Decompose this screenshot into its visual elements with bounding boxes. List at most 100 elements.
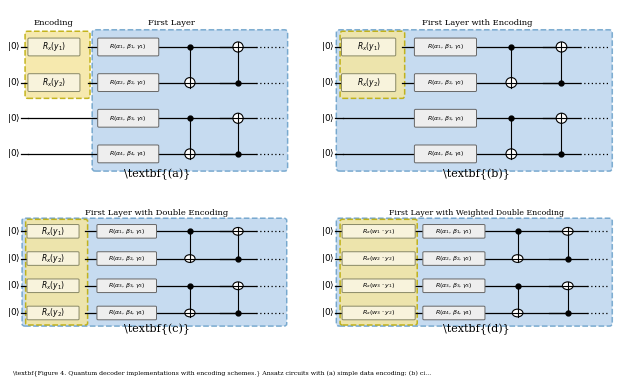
FancyBboxPatch shape xyxy=(340,31,404,98)
FancyBboxPatch shape xyxy=(26,219,88,325)
FancyBboxPatch shape xyxy=(414,38,477,56)
FancyBboxPatch shape xyxy=(342,252,415,265)
FancyBboxPatch shape xyxy=(27,279,79,293)
Text: $R(\alpha_4,\beta_4,\gamma_4)$: $R(\alpha_4,\beta_4,\gamma_4)$ xyxy=(109,149,147,158)
FancyBboxPatch shape xyxy=(423,252,485,265)
FancyBboxPatch shape xyxy=(414,109,477,127)
Text: $|0\rangle$: $|0\rangle$ xyxy=(7,225,20,238)
Text: $R(\alpha_2,\beta_2,\gamma_2)$: $R(\alpha_2,\beta_2,\gamma_2)$ xyxy=(427,78,464,87)
Circle shape xyxy=(185,309,195,317)
Text: $|0\rangle$: $|0\rangle$ xyxy=(7,147,20,160)
Text: $R(\alpha_3,\beta_3,\gamma_3)$: $R(\alpha_3,\beta_3,\gamma_3)$ xyxy=(427,114,464,123)
FancyBboxPatch shape xyxy=(414,74,477,91)
Text: $|0\rangle$: $|0\rangle$ xyxy=(321,279,334,292)
Text: $R_x(y_2)$: $R_x(y_2)$ xyxy=(42,76,66,89)
FancyBboxPatch shape xyxy=(423,225,485,238)
FancyBboxPatch shape xyxy=(342,74,396,91)
FancyBboxPatch shape xyxy=(92,30,287,171)
Text: First Layer with Encoding: First Layer with Encoding xyxy=(422,19,532,27)
Circle shape xyxy=(233,282,243,290)
Text: $R(\alpha_4,\beta_4,\gamma_4)$: $R(\alpha_4,\beta_4,\gamma_4)$ xyxy=(435,308,473,318)
Text: $R_x(y_2)$: $R_x(y_2)$ xyxy=(356,76,381,89)
FancyBboxPatch shape xyxy=(97,252,157,265)
Text: $|0\rangle$: $|0\rangle$ xyxy=(321,112,334,125)
FancyBboxPatch shape xyxy=(336,30,612,171)
Text: $R(\alpha_3,\beta_3,\gamma_3)$: $R(\alpha_3,\beta_3,\gamma_3)$ xyxy=(109,114,147,123)
Text: $|0\rangle$: $|0\rangle$ xyxy=(321,252,334,265)
Circle shape xyxy=(185,77,195,88)
Text: $R(\alpha_1,\beta_1,\gamma_1)$: $R(\alpha_1,\beta_1,\gamma_1)$ xyxy=(427,42,464,51)
Text: $|0\rangle$: $|0\rangle$ xyxy=(7,307,20,319)
Text: $|0\rangle$: $|0\rangle$ xyxy=(7,40,20,53)
Text: $|0\rangle$: $|0\rangle$ xyxy=(321,225,334,238)
FancyBboxPatch shape xyxy=(98,74,159,91)
FancyBboxPatch shape xyxy=(97,225,157,238)
Text: $R(\alpha_1,\beta_1,\gamma_1)$: $R(\alpha_1,\beta_1,\gamma_1)$ xyxy=(435,227,473,236)
Text: $R_x(y_1)$: $R_x(y_1)$ xyxy=(41,279,65,292)
FancyBboxPatch shape xyxy=(423,306,485,320)
FancyBboxPatch shape xyxy=(98,38,159,56)
Text: $R(\alpha_3,\beta_3,\gamma_3)$: $R(\alpha_3,\beta_3,\gamma_3)$ xyxy=(435,281,473,290)
FancyBboxPatch shape xyxy=(27,306,79,320)
FancyBboxPatch shape xyxy=(342,38,396,56)
Text: $R_x(y_2)$: $R_x(y_2)$ xyxy=(41,252,65,265)
Circle shape xyxy=(506,149,516,159)
FancyBboxPatch shape xyxy=(27,252,79,265)
Circle shape xyxy=(563,228,573,235)
Text: $R_x(y_1)$: $R_x(y_1)$ xyxy=(41,225,65,238)
Text: $|0\rangle$: $|0\rangle$ xyxy=(321,40,334,53)
Text: Encoding: Encoding xyxy=(33,19,73,27)
FancyBboxPatch shape xyxy=(98,109,159,127)
Text: $R(\alpha_2,\beta_2,\gamma_2)$: $R(\alpha_2,\beta_2,\gamma_2)$ xyxy=(435,254,473,263)
Circle shape xyxy=(233,113,243,123)
FancyBboxPatch shape xyxy=(414,145,477,163)
Text: \textbf{(c)}: \textbf{(c)} xyxy=(124,323,190,335)
FancyBboxPatch shape xyxy=(28,38,80,56)
Text: First Layer with Weighted Double Encoding: First Layer with Weighted Double Encodin… xyxy=(389,209,564,217)
Text: $R(\alpha_2,\beta_2,\gamma_2)$: $R(\alpha_2,\beta_2,\gamma_2)$ xyxy=(109,78,147,87)
Text: \textbf{(d)}: \textbf{(d)} xyxy=(444,323,510,335)
Text: $R(\alpha_3,\beta_3,\gamma_3)$: $R(\alpha_3,\beta_3,\gamma_3)$ xyxy=(108,281,145,290)
FancyBboxPatch shape xyxy=(342,279,415,293)
Text: $R_x(w_1 \cdot y_1)$: $R_x(w_1 \cdot y_1)$ xyxy=(362,227,396,236)
FancyBboxPatch shape xyxy=(97,279,157,293)
Text: $|0\rangle$: $|0\rangle$ xyxy=(7,279,20,292)
Circle shape xyxy=(506,77,516,88)
Circle shape xyxy=(556,42,567,52)
Circle shape xyxy=(563,282,573,290)
Text: $R_x(w_2 \cdot y_2)$: $R_x(w_2 \cdot y_2)$ xyxy=(362,254,396,263)
FancyBboxPatch shape xyxy=(342,306,415,320)
FancyBboxPatch shape xyxy=(340,219,417,325)
Text: $|0\rangle$: $|0\rangle$ xyxy=(7,252,20,265)
Text: $R_x(w_3 \cdot y_2)$: $R_x(w_3 \cdot y_2)$ xyxy=(362,308,396,318)
Circle shape xyxy=(556,113,567,123)
Text: $R(\alpha_4,\beta_4,\gamma_4)$: $R(\alpha_4,\beta_4,\gamma_4)$ xyxy=(427,149,464,158)
FancyBboxPatch shape xyxy=(342,225,415,238)
Circle shape xyxy=(512,309,523,317)
Text: $|0\rangle$: $|0\rangle$ xyxy=(321,147,334,160)
Text: $R_x(y_2)$: $R_x(y_2)$ xyxy=(41,307,65,319)
FancyBboxPatch shape xyxy=(98,145,159,163)
Text: First Layer with Double Encoding: First Layer with Double Encoding xyxy=(85,209,228,217)
Text: \textbf{(b)}: \textbf{(b)} xyxy=(444,169,510,180)
Text: $R(\alpha_1,\beta_1,\gamma_1)$: $R(\alpha_1,\beta_1,\gamma_1)$ xyxy=(108,227,145,236)
Text: $R(\alpha_4,\beta_4,\gamma_4)$: $R(\alpha_4,\beta_4,\gamma_4)$ xyxy=(108,308,145,318)
Text: $R(\alpha_1,\beta_1,\gamma_1)$: $R(\alpha_1,\beta_1,\gamma_1)$ xyxy=(109,42,147,51)
Circle shape xyxy=(185,255,195,262)
Circle shape xyxy=(233,42,243,52)
Text: \textbf{Figure 4. Quantum decoder implementations with encoding schemes.} Ansatz: \textbf{Figure 4. Quantum decoder implem… xyxy=(13,370,431,376)
FancyBboxPatch shape xyxy=(25,31,90,98)
Circle shape xyxy=(233,228,243,235)
Text: $|0\rangle$: $|0\rangle$ xyxy=(321,76,334,89)
FancyBboxPatch shape xyxy=(336,218,612,326)
Circle shape xyxy=(512,255,523,262)
Text: \textbf{(a)}: \textbf{(a)} xyxy=(124,169,190,180)
FancyBboxPatch shape xyxy=(423,279,485,293)
Text: $R_x(w_3 \cdot y_1)$: $R_x(w_3 \cdot y_1)$ xyxy=(362,281,396,290)
FancyBboxPatch shape xyxy=(28,74,80,91)
FancyBboxPatch shape xyxy=(22,218,287,326)
Text: $R_x(y_1)$: $R_x(y_1)$ xyxy=(42,40,66,53)
FancyBboxPatch shape xyxy=(97,306,157,320)
Text: First Layer: First Layer xyxy=(148,19,195,27)
Text: $|0\rangle$: $|0\rangle$ xyxy=(321,307,334,319)
